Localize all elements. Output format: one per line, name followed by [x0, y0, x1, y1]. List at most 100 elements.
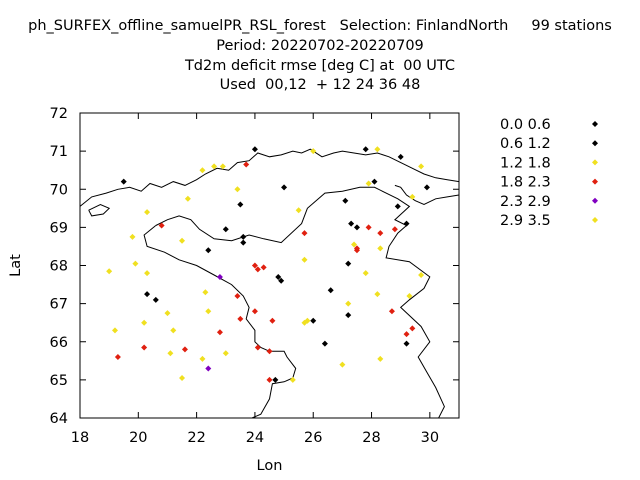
x-tick-label: 24	[246, 430, 264, 446]
data-point	[184, 195, 191, 202]
data-point	[211, 163, 218, 170]
data-point	[345, 312, 352, 319]
data-point	[403, 331, 410, 338]
data-point	[144, 270, 151, 277]
data-point	[348, 220, 355, 227]
data-point	[272, 376, 279, 383]
data-point	[251, 146, 258, 153]
data-point	[144, 291, 151, 298]
legend-label: 2.9 3.5	[500, 213, 551, 229]
data-point	[179, 237, 186, 244]
data-point	[281, 184, 288, 191]
coastline-layer	[79, 148, 460, 217]
y-tick-label: 69	[50, 220, 68, 236]
coastline-segment	[394, 184, 460, 206]
data-point	[205, 308, 212, 315]
data-point	[152, 296, 159, 303]
axis-ticks: 18 20 22 24 26 28 30 64 65 66 67 68 69 70 71 72	[50, 106, 459, 446]
chart-title-line-2: Period: 20220702-20220709	[216, 38, 424, 54]
data-point	[205, 365, 212, 372]
x-tick-label: 26	[304, 430, 322, 446]
legend-label: 1.8 2.3	[500, 175, 551, 191]
data-point	[222, 226, 229, 233]
data-point	[144, 209, 151, 216]
data-point	[222, 350, 229, 357]
x-tick-label: 18	[71, 430, 89, 446]
data-point	[243, 161, 250, 168]
data-point	[377, 245, 384, 252]
x-tick-label: 30	[421, 430, 439, 446]
data-point	[394, 203, 401, 210]
data-point	[351, 241, 358, 248]
y-tick-label: 66	[50, 335, 68, 351]
data-point	[362, 146, 369, 153]
data-point	[397, 153, 404, 160]
data-point	[278, 277, 285, 284]
data-point	[254, 266, 261, 273]
data-point	[251, 262, 258, 269]
data-point	[141, 319, 148, 326]
y-axis-label: Lat	[8, 254, 24, 277]
y-tick-label: 72	[50, 106, 68, 122]
data-point	[260, 264, 267, 271]
y-tick-label: 68	[50, 259, 68, 275]
data-point	[342, 197, 349, 204]
y-tick-label: 67	[50, 297, 68, 313]
data-point	[269, 317, 276, 324]
data-point	[251, 308, 258, 315]
coastline-segment	[88, 203, 111, 217]
data-point	[403, 220, 410, 227]
data-point	[423, 184, 430, 191]
data-point	[199, 355, 206, 362]
data-point	[353, 245, 360, 252]
data-point	[216, 329, 223, 336]
data-point	[240, 239, 247, 246]
data-point	[403, 340, 410, 347]
border-segment	[143, 225, 297, 419]
data-point	[339, 361, 346, 368]
data-point	[114, 354, 121, 360]
data-point	[371, 178, 378, 185]
data-point	[111, 327, 118, 334]
legend-marker	[592, 159, 598, 166]
data-point	[202, 289, 209, 296]
data-point	[129, 233, 136, 240]
data-point	[237, 201, 244, 208]
plot-frame	[79, 112, 460, 419]
data-point	[345, 300, 352, 307]
data-point	[275, 273, 282, 280]
data-point	[321, 340, 328, 347]
chart-title-line-4: Used 00,12 + 12 24 36 48	[219, 77, 421, 93]
data-point	[164, 310, 171, 317]
legend-marker	[592, 140, 598, 147]
legend-marker	[592, 121, 598, 127]
legend-label: 0.6 1.2	[500, 136, 551, 152]
data-point	[199, 167, 206, 174]
data-point	[418, 163, 425, 170]
data-point	[141, 344, 148, 351]
data-point	[301, 230, 308, 237]
data-point	[409, 193, 416, 200]
data-point	[237, 315, 244, 322]
data-point	[266, 376, 273, 383]
x-tick-label: 22	[187, 430, 205, 446]
data-point	[216, 273, 223, 280]
legend-marker	[592, 178, 598, 185]
x-tick-label: 28	[362, 430, 380, 446]
data-point	[266, 348, 273, 355]
data-point	[120, 178, 127, 185]
border-layer	[143, 186, 445, 419]
data-point	[106, 268, 113, 275]
data-point	[365, 180, 372, 187]
data-point	[205, 247, 212, 254]
data-point	[167, 350, 174, 357]
data-point	[327, 287, 334, 294]
data-point	[132, 260, 139, 267]
data-point	[289, 376, 296, 383]
data-point	[181, 346, 188, 353]
data-point	[418, 272, 425, 279]
legend-marker	[592, 197, 598, 204]
data-point	[409, 325, 416, 332]
data-point	[377, 355, 384, 362]
